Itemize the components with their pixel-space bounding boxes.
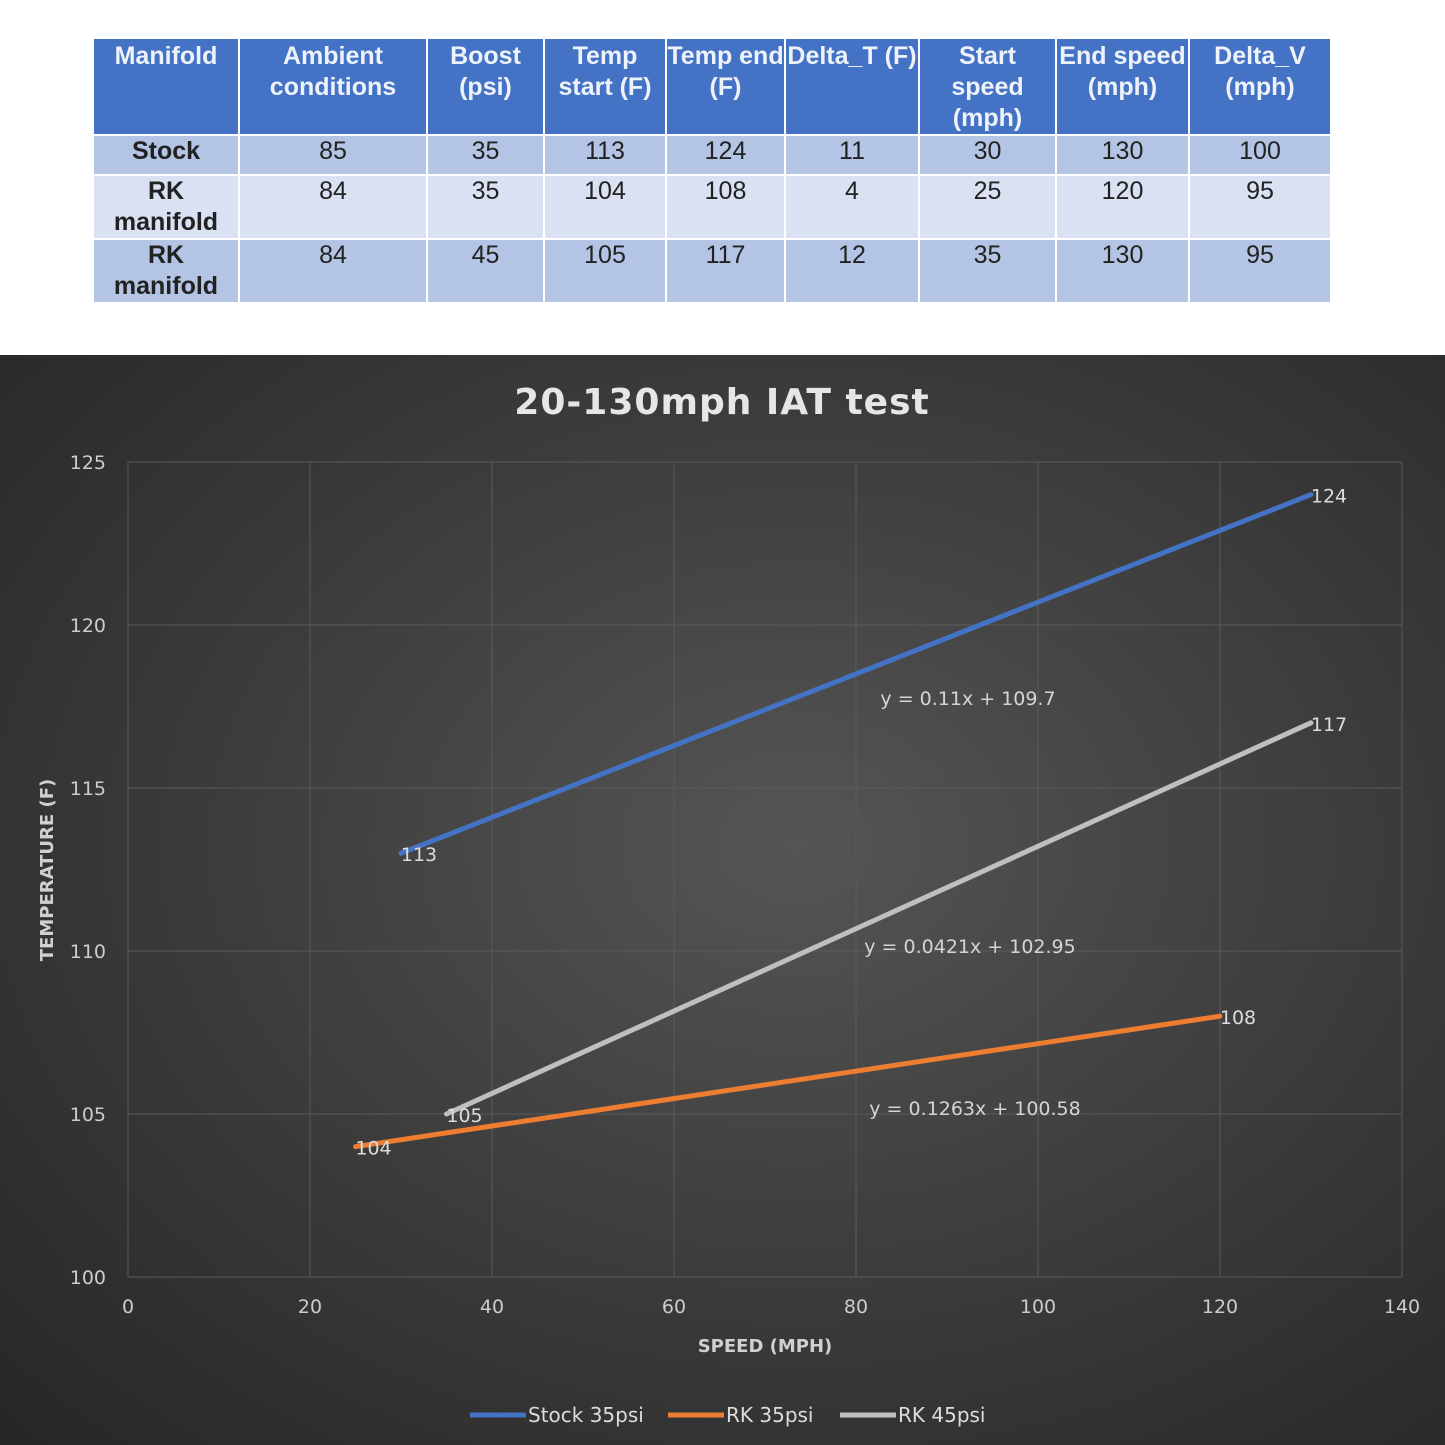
legend-label: RK 45psi <box>898 1403 986 1427</box>
y-tick-label: 100 <box>70 1267 106 1289</box>
table-cell: 45 <box>426 238 545 304</box>
row-header: Stock <box>92 134 240 176</box>
trendline-equation: y = 0.0421x + 102.95 <box>864 936 1075 958</box>
x-tick-label: 60 <box>662 1296 686 1318</box>
x-tick-label: 80 <box>844 1296 868 1318</box>
table-cell: 113 <box>543 134 667 176</box>
trendline-equation: y = 0.1263x + 100.58 <box>869 1098 1080 1120</box>
results-table: Manifold Ambient conditions Boost (psi) … <box>92 37 1332 304</box>
table-cell: 117 <box>665 238 786 304</box>
y-tick-label: 105 <box>70 1104 106 1126</box>
y-tick-label: 110 <box>70 941 106 963</box>
x-tick-label: 20 <box>298 1296 322 1318</box>
header-end-speed: End speed (mph) <box>1055 37 1190 136</box>
header-temp-start: Temp start (F) <box>543 37 667 136</box>
table-cell: 4 <box>784 174 920 240</box>
series-line-1 <box>353 1013 1223 1150</box>
table-cell: 130 <box>1055 238 1190 304</box>
chart-title: 20-130mph IAT test <box>514 382 929 423</box>
x-tick-label: 140 <box>1384 1296 1420 1318</box>
table-cell: 85 <box>238 134 428 176</box>
table-cell: 120 <box>1055 174 1190 240</box>
data-label: 104 <box>355 1138 391 1160</box>
header-manifold: Manifold <box>92 37 240 136</box>
table-cell: 35 <box>918 238 1057 304</box>
header-boost: Boost (psi) <box>426 37 545 136</box>
header-ambient: Ambient conditions <box>238 37 428 136</box>
table-cell: 30 <box>918 134 1057 176</box>
x-tick-label: 0 <box>122 1296 134 1318</box>
data-label: 108 <box>1220 1007 1256 1029</box>
x-tick-label: 100 <box>1020 1296 1056 1318</box>
table-cell: 95 <box>1188 238 1332 304</box>
data-label: 113 <box>401 844 437 866</box>
trendline-equation: y = 0.11x + 109.7 <box>880 688 1055 710</box>
table-header-row: Manifold Ambient conditions Boost (psi) … <box>92 37 1332 136</box>
series-line-0 <box>398 492 1314 856</box>
table-cell: 11 <box>784 134 920 176</box>
table-cell: 35 <box>426 174 545 240</box>
table-cell: 35 <box>426 134 545 176</box>
data-label: 117 <box>1311 714 1347 736</box>
series-line-2 <box>444 720 1314 1117</box>
x-tick-label: 40 <box>480 1296 504 1318</box>
table-cell: 95 <box>1188 174 1332 240</box>
data-label: 124 <box>1311 486 1347 508</box>
y-tick-label: 125 <box>70 452 106 474</box>
y-tick-label: 115 <box>70 778 106 800</box>
table-cell: 124 <box>665 134 786 176</box>
table-cell: 12 <box>784 238 920 304</box>
x-axis-label: SPEED (MPH) <box>698 1336 833 1357</box>
header-start-speed: Start speed (mph) <box>918 37 1057 136</box>
legend-label: Stock 35psi <box>528 1403 644 1427</box>
table-cell: 108 <box>665 174 786 240</box>
row-header: RK manifold <box>92 174 240 240</box>
table-cell: 100 <box>1188 134 1332 176</box>
legend-label: RK 35psi <box>726 1403 814 1427</box>
header-delta-v: Delta_V (mph) <box>1188 37 1332 136</box>
y-axis-label: TEMPERATURE (F) <box>37 779 58 961</box>
row-header: RK manifold <box>92 238 240 304</box>
table-row: Stock 85 35 113 124 11 30 130 100 <box>92 134 1332 176</box>
header-temp-end: Temp end (F) <box>665 37 786 136</box>
table-cell: 105 <box>543 238 667 304</box>
table-row: RK manifold 84 45 105 117 12 35 130 95 <box>92 238 1332 304</box>
y-tick-label: 120 <box>70 615 106 637</box>
data-label: 105 <box>446 1105 482 1127</box>
table-cell: 25 <box>918 174 1057 240</box>
table-cell: 130 <box>1055 134 1190 176</box>
table-cell: 84 <box>238 174 428 240</box>
table-cell: 84 <box>238 238 428 304</box>
header-delta-t: Delta_T (F) <box>784 37 920 136</box>
table-cell: 104 <box>543 174 667 240</box>
table-row: RK manifold 84 35 104 108 4 25 120 95 <box>92 174 1332 240</box>
x-tick-label: 120 <box>1202 1296 1238 1318</box>
